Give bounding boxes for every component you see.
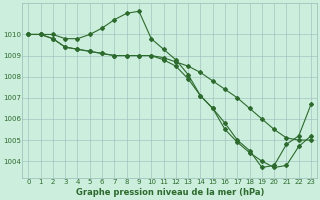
X-axis label: Graphe pression niveau de la mer (hPa): Graphe pression niveau de la mer (hPa) [76,188,264,197]
